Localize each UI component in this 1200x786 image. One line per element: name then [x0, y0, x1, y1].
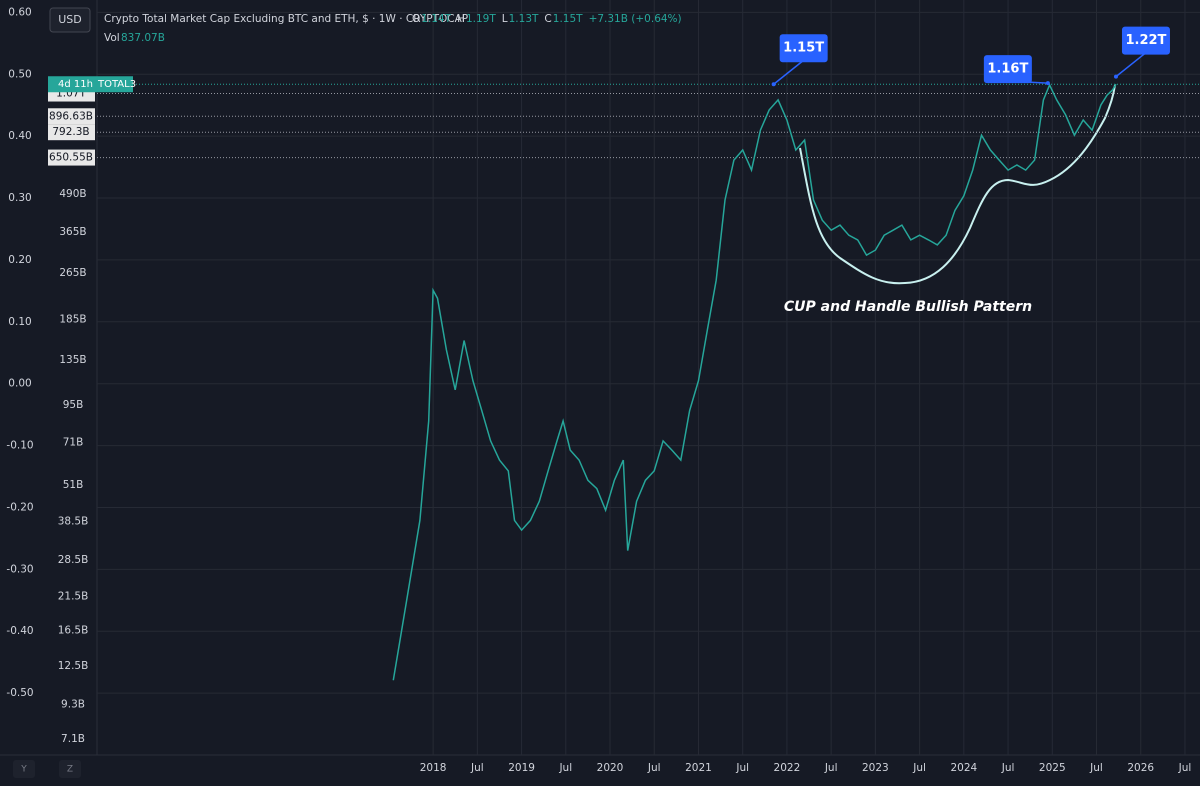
callout-label: 1.22T	[1125, 33, 1166, 48]
ohlc-key: H	[457, 13, 465, 25]
y-tick-label: 12.5B	[58, 660, 89, 672]
y-tick-label: 21.5B	[58, 590, 89, 602]
symbol-title: Crypto Total Market Cap Excluding BTC an…	[104, 13, 468, 25]
x-tick-label: Jul	[470, 762, 484, 774]
price-tag-box	[48, 149, 95, 166]
x-tick-label: 2020	[597, 762, 624, 774]
x-tick-label: Jul	[1001, 762, 1015, 774]
countdown: 4d 11h	[58, 79, 93, 90]
y-tick-label: 28.5B	[58, 554, 89, 566]
ohlc-value: 1.19T	[466, 13, 496, 25]
ohlc-value: 1.15T	[553, 13, 583, 25]
x-tick-label: 2026	[1127, 762, 1154, 774]
callout-point	[1045, 81, 1050, 86]
price-tag-box	[48, 124, 95, 141]
callout-box	[1121, 26, 1170, 55]
y-tick-label: 135B	[59, 354, 86, 366]
price-tag: 650.55B	[49, 152, 93, 164]
x-tick-label: Jul	[912, 762, 926, 774]
ohlc-value: 1.14T	[421, 13, 451, 25]
y2-tick-label: 0.20	[8, 254, 31, 266]
y2-tick-label: 0.00	[8, 378, 31, 390]
axis-button[interactable]	[59, 760, 81, 778]
y2-tick-label: 0.60	[8, 6, 31, 18]
symbol-tag: TOTAL3	[97, 79, 136, 90]
price-line-series	[392, 83, 1117, 681]
x-tick-label: 2021	[685, 762, 712, 774]
current-tag-box	[48, 76, 133, 93]
y2-tick-label: -0.50	[6, 687, 33, 699]
callout-point	[1113, 74, 1118, 79]
ohlc-key: C	[544, 13, 551, 25]
ohlc-legend: O 1.14T H 1.19T L 1.13T C 1.15T +7.31B (+0.64%)	[412, 13, 682, 25]
x-tick-label: Jul	[735, 762, 749, 774]
x-tick-label: Jul	[647, 762, 661, 774]
axis-button-label[interactable]: Y	[20, 765, 27, 775]
x-tick-label: 2018	[420, 762, 447, 774]
y-tick-label: 265B	[59, 267, 86, 279]
x-tick-label: Jul	[1178, 762, 1192, 774]
x-tick-label: 2022	[774, 762, 801, 774]
callout-arrow	[1115, 52, 1147, 78]
callout-box	[779, 34, 828, 63]
y2-tick-label: 0.50	[8, 68, 31, 80]
y-tick-label: 490B	[59, 188, 86, 200]
currency[interactable]: USD	[58, 13, 82, 26]
y-tick-label: 7.1B	[61, 733, 85, 745]
ohlc-value: 1.13T	[509, 13, 539, 25]
x-tick-label: 2024	[950, 762, 977, 774]
ohlc-key: L	[502, 13, 508, 25]
y2-tick-label: 0.40	[8, 130, 31, 142]
x-tick-label: Jul	[558, 762, 572, 774]
x-tick-label: Jul	[824, 762, 838, 774]
y2-tick-label: 0.10	[8, 316, 31, 328]
axis-button-label[interactable]: Z	[67, 765, 73, 775]
callout-label: 1.15T	[783, 41, 824, 56]
y-tick-label: 365B	[59, 226, 86, 238]
price-tag: 896.63B	[49, 110, 93, 122]
currency-button[interactable]	[49, 7, 91, 33]
ohlc-key: O	[412, 13, 420, 25]
y2-tick-label: -0.20	[6, 501, 33, 513]
ohlc-change: +7.31B (+0.64%)	[589, 13, 682, 25]
x-tick-label: Jul	[1089, 762, 1103, 774]
y-tick-label: 9.3B	[61, 698, 85, 710]
x-tick-label: 2019	[508, 762, 535, 774]
y-tick-label: 185B	[59, 313, 86, 325]
cup-pattern-curve	[799, 84, 1116, 285]
x-tick-label: 2025	[1039, 762, 1066, 774]
y2-tick-label: -0.30	[6, 563, 33, 575]
y-tick-label: 51B	[63, 479, 84, 491]
price-tag: 792.3B	[52, 126, 89, 138]
y-tick-label: 38.5B	[58, 515, 89, 527]
volume-label: Vol	[104, 32, 120, 44]
price-tag-box	[48, 108, 95, 125]
y-tick-label: 71B	[63, 437, 84, 449]
callout-box	[983, 55, 1032, 84]
callout-point	[771, 82, 776, 87]
callout-arrow	[773, 59, 805, 85]
grid: 0.60 0.50 0.40 0.30 0.20 0.10 0.00 -0.10 -0.20 -0…	[6, 0, 1200, 774]
axis-button[interactable]	[13, 760, 35, 778]
y2-tick-label: 0.30	[8, 192, 31, 204]
y2-tick-label: -0.10	[6, 440, 33, 452]
y-tick-label: 16.5B	[58, 624, 89, 636]
volume-value: 837.07B	[121, 32, 165, 44]
y2-tick-label: -0.40	[6, 625, 33, 637]
x-tick-label: 2023	[862, 762, 889, 774]
pattern-label: CUP and Handle Bullish Pattern	[784, 299, 1032, 315]
callout-label: 1.16T	[987, 62, 1028, 77]
y-tick-label: 95B	[63, 399, 84, 411]
